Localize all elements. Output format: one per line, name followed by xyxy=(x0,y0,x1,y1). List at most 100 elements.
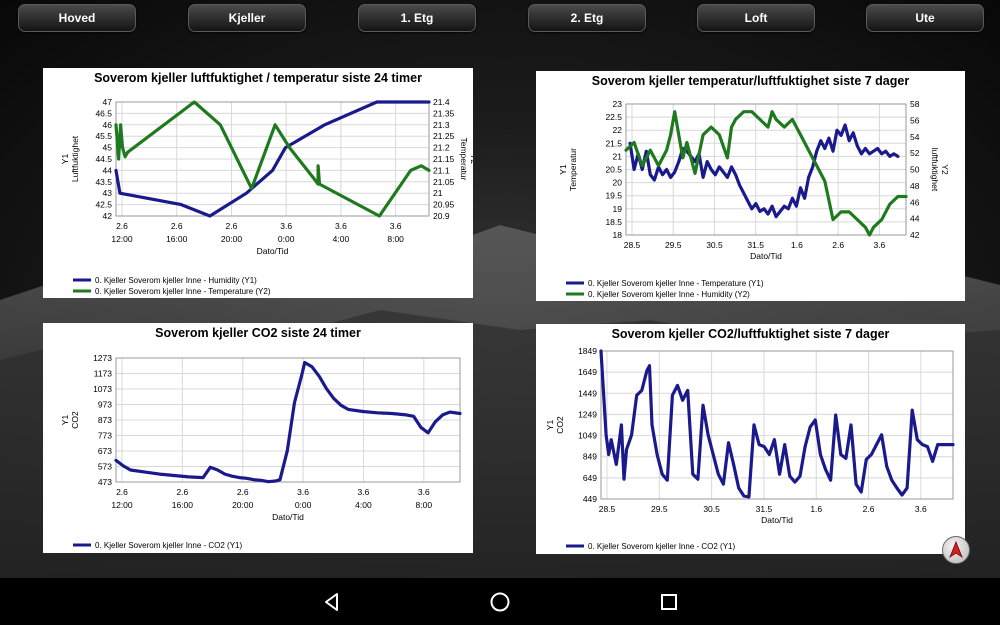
x-tick-label-time: 20:00 xyxy=(221,234,243,244)
y2-tick-label: 58 xyxy=(910,99,920,109)
y-tick-label: 44 xyxy=(103,165,113,175)
y-tick-label: 1849 xyxy=(578,346,597,356)
x-tick-label: 3.6 xyxy=(335,221,347,231)
legend-label: 0. Kjeller Soverom kjeller Inne - Temper… xyxy=(588,279,764,288)
x-tick-label: 30.5 xyxy=(706,240,723,250)
y2-axis-label-part: luftfuktighet xyxy=(930,148,940,192)
y-tick-label: 873 xyxy=(98,415,112,425)
x-tick-label: 28.5 xyxy=(599,504,616,514)
x-axis-label: Dato/Tid xyxy=(761,515,793,525)
plot-frame xyxy=(625,103,907,236)
y-tick-label: 21 xyxy=(613,151,623,161)
tab-hoved[interactable]: Hoved xyxy=(18,4,136,32)
tab-2-etg[interactable]: 2. Etg xyxy=(528,4,646,32)
x-tick-label: 1.6 xyxy=(810,504,822,514)
y2-tick-label: 42 xyxy=(910,230,920,240)
chart-panel-co2-7d: Soverom kjeller CO2/luftfuktighet siste … xyxy=(536,324,965,554)
y-tick-label: 46 xyxy=(103,120,113,130)
x-tick-label: 1.6 xyxy=(791,240,803,250)
y2-axis-label-part: Temperatur xyxy=(459,138,469,181)
y2-tick-label: 48 xyxy=(910,181,920,191)
y-tick-label: 18 xyxy=(613,230,623,240)
back-triangle-icon[interactable] xyxy=(318,588,346,616)
y-tick-label: 42 xyxy=(103,211,113,221)
y2-tick-label: 21.35 xyxy=(433,108,455,118)
plot-frame xyxy=(600,350,954,500)
y-tick-label: 19.5 xyxy=(605,191,622,201)
x-tick-label-time: 0:00 xyxy=(295,500,312,510)
y-tick-label: 46.5 xyxy=(95,108,112,118)
chart-co2-7d: Soverom kjeller CO2/luftfuktighet siste … xyxy=(545,327,955,551)
y-tick-label: 1249 xyxy=(578,409,597,419)
legend-label: 0. Kjeller Soverom kjeller Inne - Humidi… xyxy=(95,276,257,285)
y-tick-label: 22.5 xyxy=(605,112,622,122)
y2-tick-label: 54 xyxy=(910,132,920,142)
y-tick-label: 21.5 xyxy=(605,138,622,148)
y-axis-label-part: Y1 xyxy=(545,420,555,431)
y-axis-label: Y1Luftfuktighet xyxy=(60,135,80,182)
y2-tick-label: 20.9 xyxy=(433,211,450,221)
y2-tick-label: 21.25 xyxy=(433,131,455,141)
x-tick-label: 29.5 xyxy=(651,504,668,514)
plot-frame xyxy=(115,357,461,483)
y-axis-label: Y1CO2 xyxy=(545,416,565,434)
x-tick-label: 3.6 xyxy=(418,487,430,497)
tab-kjeller[interactable]: Kjeller xyxy=(188,4,306,32)
y-tick-label: 1449 xyxy=(578,388,597,398)
chart-temp-humidity-7d: Soverom kjeller temperatur/luftfuktighet… xyxy=(558,74,950,299)
y2-tick-label: 52 xyxy=(910,148,920,158)
y-axis-label: Y1CO2 xyxy=(60,411,80,429)
x-tick-label-time: 8:00 xyxy=(387,234,404,244)
chart-title: Soverom kjeller temperatur/luftfuktighet… xyxy=(592,74,910,88)
x-tick-label: 31.5 xyxy=(756,504,773,514)
y-tick-label: 449 xyxy=(583,494,597,504)
y2-tick-label: 21.4 xyxy=(433,97,450,107)
y-tick-label: 45.5 xyxy=(95,131,112,141)
series-line-1 xyxy=(114,360,462,484)
compass-arrow-icon[interactable] xyxy=(942,536,970,564)
legend-label: 0. Kjeller Soverom kjeller Inne - CO2 (Y… xyxy=(95,541,243,550)
series-line-1 xyxy=(114,100,431,218)
y-axis-label-part: Temperatur xyxy=(568,148,578,191)
y-tick-label: 42.5 xyxy=(95,200,112,210)
tab-loft[interactable]: Loft xyxy=(697,4,815,32)
chart-humidity-temp-24h: Soverom kjeller luftfuktighet / temperat… xyxy=(60,71,473,296)
tab-1-etg[interactable]: 1. Etg xyxy=(358,4,476,32)
x-tick-label-time: 12:00 xyxy=(111,234,133,244)
x-axis-label: Dato/Tid xyxy=(257,246,289,256)
x-tick-label-time: 12:00 xyxy=(111,500,133,510)
x-tick-label: 2.6 xyxy=(863,504,875,514)
tab-ute[interactable]: Ute xyxy=(866,4,984,32)
x-tick-label-time: 16:00 xyxy=(172,500,194,510)
x-tick-label: 3.6 xyxy=(915,504,927,514)
y2-tick-label: 56 xyxy=(910,115,920,125)
x-tick-label: 2.6 xyxy=(171,221,183,231)
x-tick-label-time: 8:00 xyxy=(416,500,433,510)
y-tick-label: 1073 xyxy=(93,384,112,394)
chart-title: Soverom kjeller CO2/luftfuktighet siste … xyxy=(612,327,890,341)
x-tick-label: 30.5 xyxy=(703,504,720,514)
y2-tick-label: 21.15 xyxy=(433,154,455,164)
y2-tick-label: 21.3 xyxy=(433,120,450,130)
home-circle-icon[interactable] xyxy=(486,588,514,616)
y2-axis-label: Y2luftfuktighet xyxy=(930,148,950,192)
y-tick-label: 47 xyxy=(103,97,113,107)
x-tick-label: 2.6 xyxy=(176,487,188,497)
chart-title: Soverom kjeller luftfuktighet / temperat… xyxy=(94,71,422,85)
y-tick-label: 20 xyxy=(613,178,623,188)
y-tick-label: 1649 xyxy=(578,367,597,377)
recents-square-icon[interactable] xyxy=(655,588,683,616)
y-tick-label: 43.5 xyxy=(95,177,112,187)
x-tick-label: 2.6 xyxy=(226,221,238,231)
x-tick-label: 3.6 xyxy=(873,240,885,250)
x-tick-label: 2.6 xyxy=(832,240,844,250)
y-tick-label: 44.5 xyxy=(95,154,112,164)
legend-label: 0. Kjeller Soverom kjeller Inne - CO2 (Y… xyxy=(588,542,736,551)
chart-co2-24h: Soverom kjeller CO2 siste 24 timer 1273 11… xyxy=(60,326,462,550)
chart-panel-temp-humidity-7d: Soverom kjeller temperatur/luftfuktighet… xyxy=(536,71,965,301)
y-tick-label: 1173 xyxy=(94,369,113,379)
chart-panel-co2-24h: Soverom kjeller CO2 siste 24 timer 1273 11… xyxy=(43,323,473,553)
x-tick-label-time: 0:00 xyxy=(278,234,295,244)
y-tick-label: 473 xyxy=(98,477,112,487)
y2-tick-label: 44 xyxy=(910,214,920,224)
